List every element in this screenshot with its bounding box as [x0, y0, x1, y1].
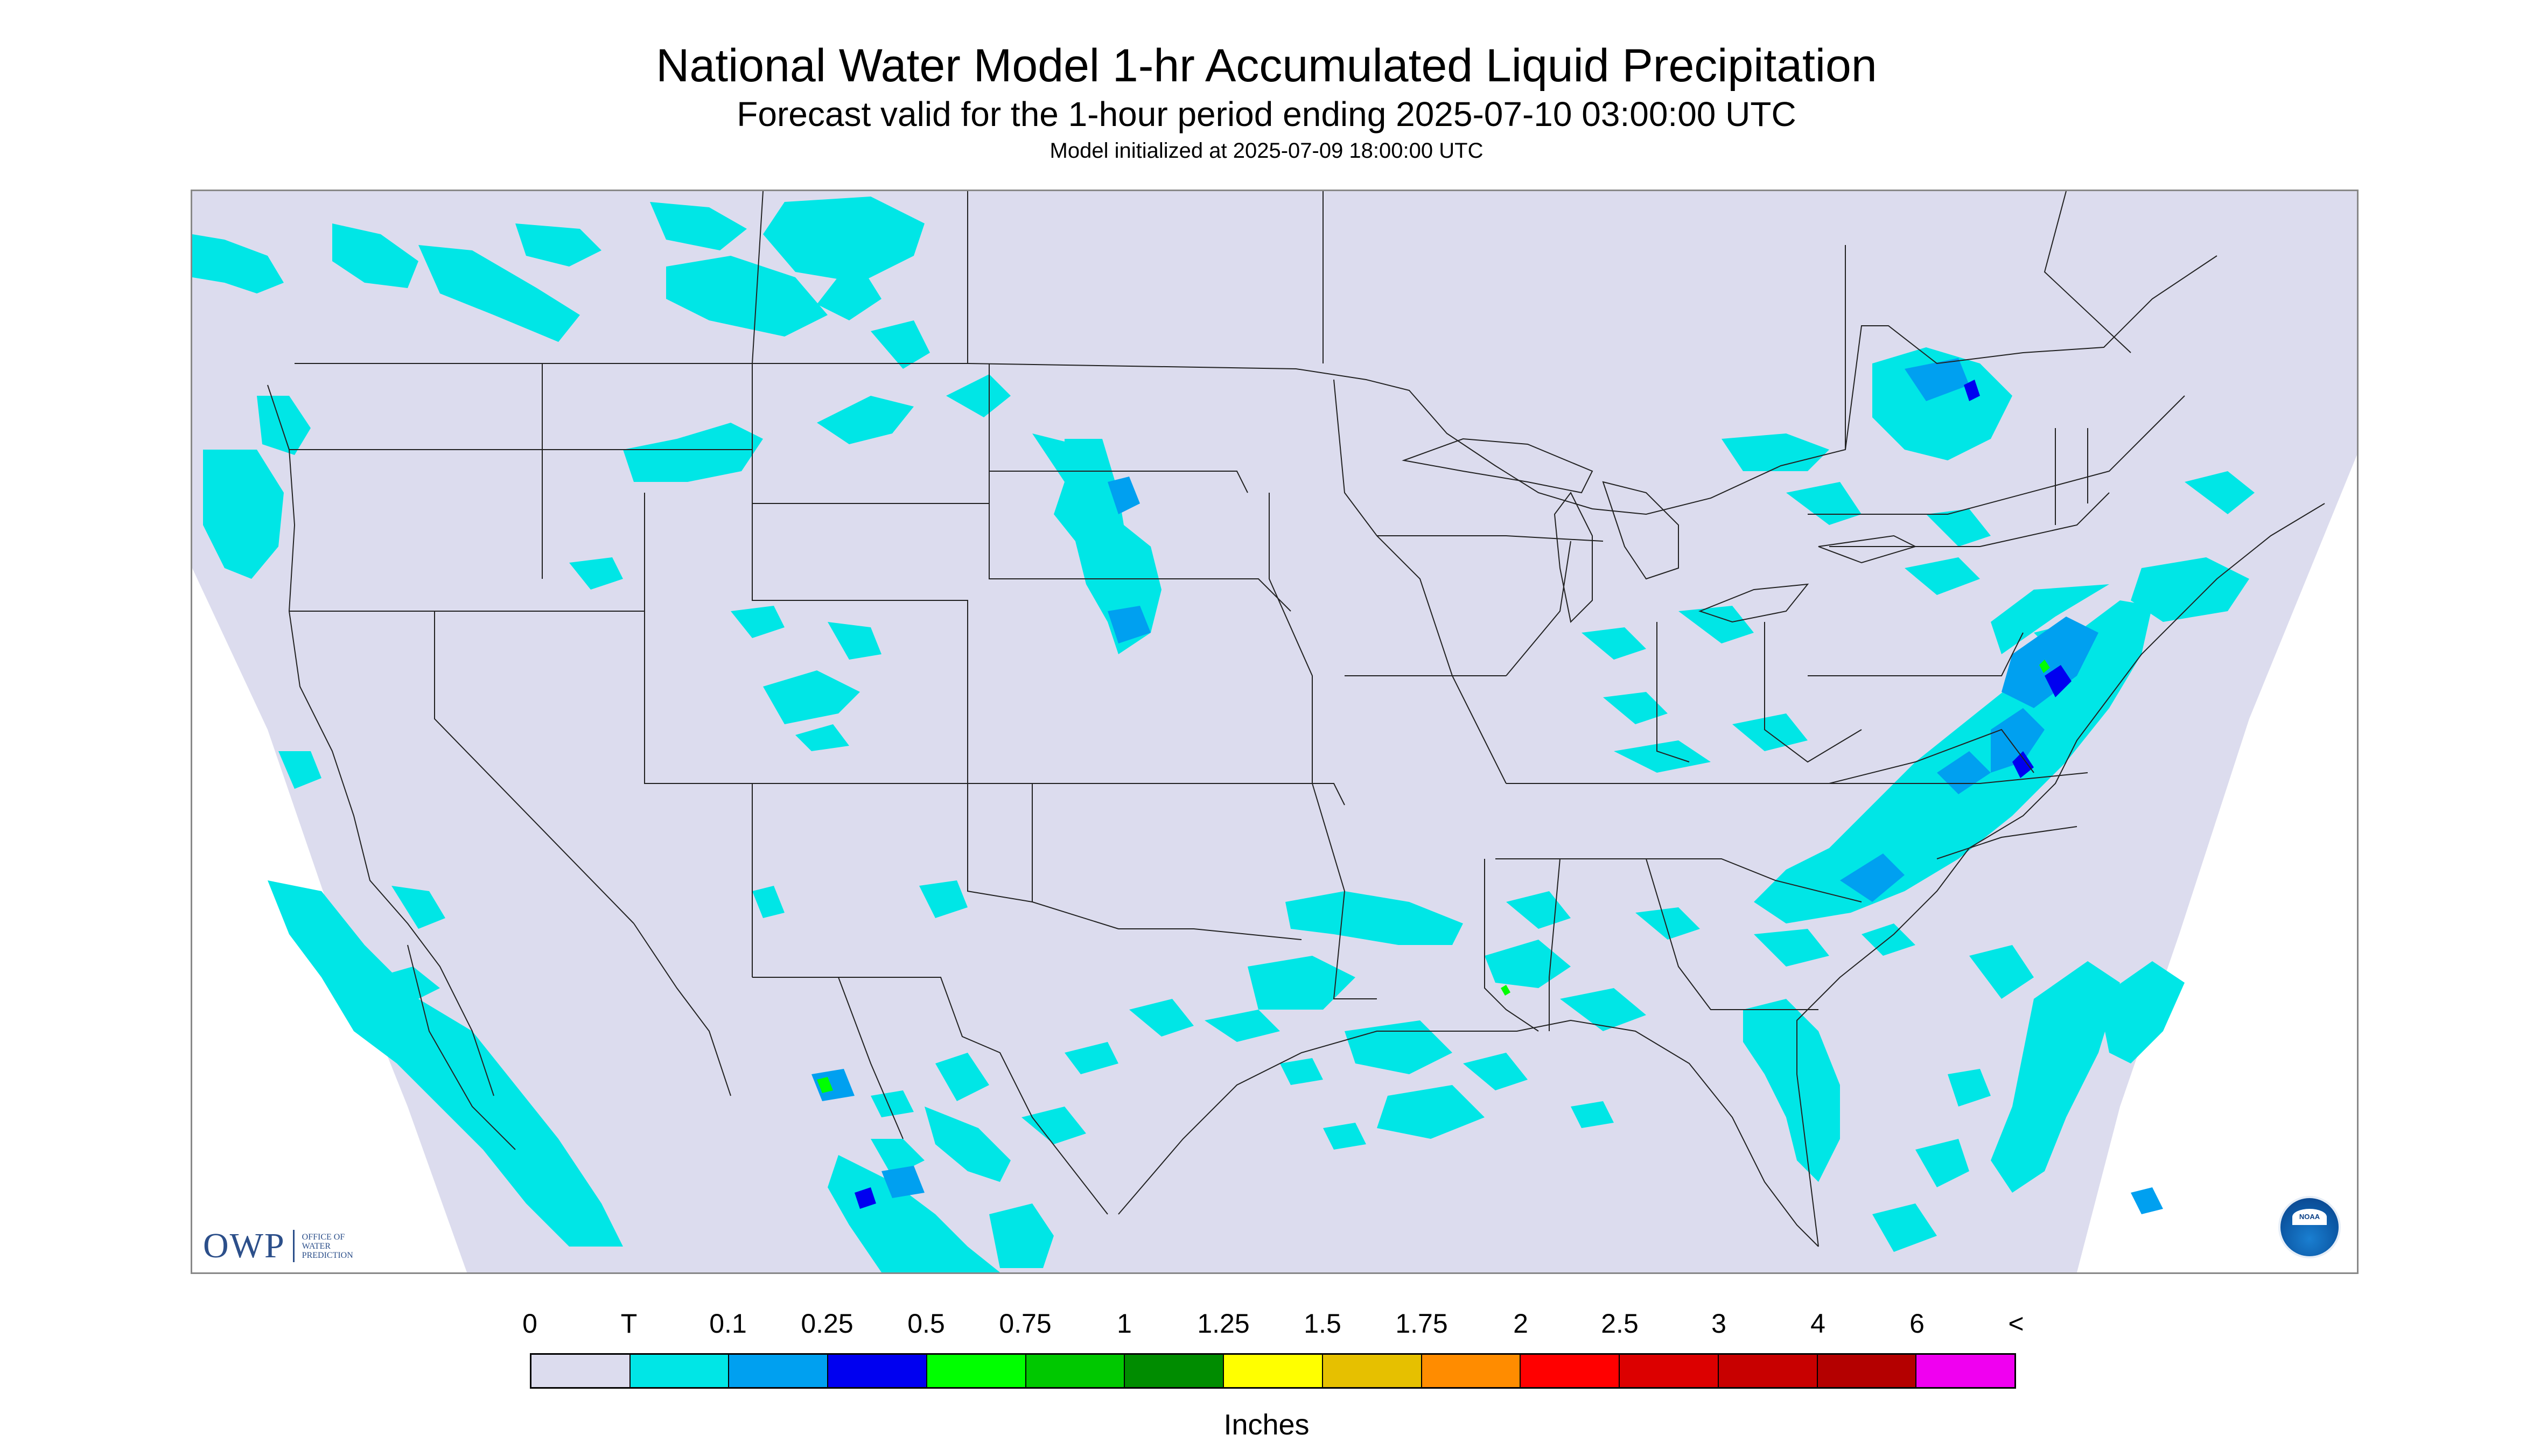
legend-color-bar: [530, 1353, 2016, 1389]
legend-label: 3: [1711, 1308, 1726, 1339]
legend-label: 0: [522, 1308, 537, 1339]
legend-label: 1.5: [1304, 1308, 1341, 1339]
moderate-precip-areas: [811, 358, 2163, 1214]
owp-word-2: WATER: [302, 1241, 331, 1251]
legend-label: 1.25: [1197, 1308, 1250, 1339]
legend-labels: 0 T 0.1 0.25 0.5 0.75 1 1.25 1.5 1.75 2 …: [522, 1307, 2024, 1340]
owp-word-1: OFFICE OF: [302, 1232, 345, 1242]
legend-swatch: [1323, 1355, 1422, 1387]
legend-label: 0.75: [999, 1308, 1052, 1339]
legend-units: Inches: [1223, 1409, 1310, 1441]
map-title: National Water Model 1-hr Accumulated Li…: [656, 40, 1877, 92]
owp-logo: OWP OFFICE OF WATER PREDICTION: [203, 1227, 353, 1265]
legend-label: 0.25: [801, 1308, 853, 1339]
legend-swatch: [927, 1355, 1026, 1387]
legend-swatch: [729, 1355, 829, 1387]
owp-logo-letters: OWP: [203, 1226, 285, 1265]
legend-label: 0.1: [709, 1308, 747, 1339]
legend-label: 1: [1117, 1308, 1132, 1339]
legend-label: 4: [1810, 1308, 1825, 1339]
legend-swatch: [1125, 1355, 1224, 1387]
legend-label: 6: [1909, 1308, 1925, 1339]
legend-swatch: [630, 1355, 730, 1387]
forecast-valid-subtitle: Forecast valid for the 1-hour period end…: [737, 95, 1796, 134]
precipitation-map: OWP OFFICE OF WATER PREDICTION NOAA: [191, 190, 2359, 1274]
legend-label: <: [2008, 1308, 2024, 1339]
legend-swatch: [1718, 1355, 1818, 1387]
legend-label: 2.5: [1601, 1308, 1639, 1339]
legend-swatch: [1620, 1355, 1719, 1387]
model-init-line: Model initialized at 2025-07-09 18:00:00…: [1049, 139, 1484, 163]
legend-label: 2: [1513, 1308, 1528, 1339]
legend-label: 0.5: [907, 1308, 945, 1339]
legend-swatch: [1422, 1355, 1521, 1387]
noaa-logo-icon: NOAA: [2278, 1196, 2341, 1258]
legend-swatch: [1817, 1355, 1917, 1387]
legend-swatch: [531, 1355, 631, 1387]
legend-swatch: [1026, 1355, 1125, 1387]
legend-swatch: [1916, 1355, 2015, 1387]
legend-swatch: [1521, 1355, 1620, 1387]
legend-swatch: [1224, 1355, 1323, 1387]
owp-word-3: PREDICTION: [302, 1250, 353, 1260]
legend-label: T: [620, 1308, 638, 1339]
political-boundaries: [267, 191, 2325, 1247]
legend-swatch: [828, 1355, 927, 1387]
legend-label: 1.75: [1395, 1308, 1448, 1339]
